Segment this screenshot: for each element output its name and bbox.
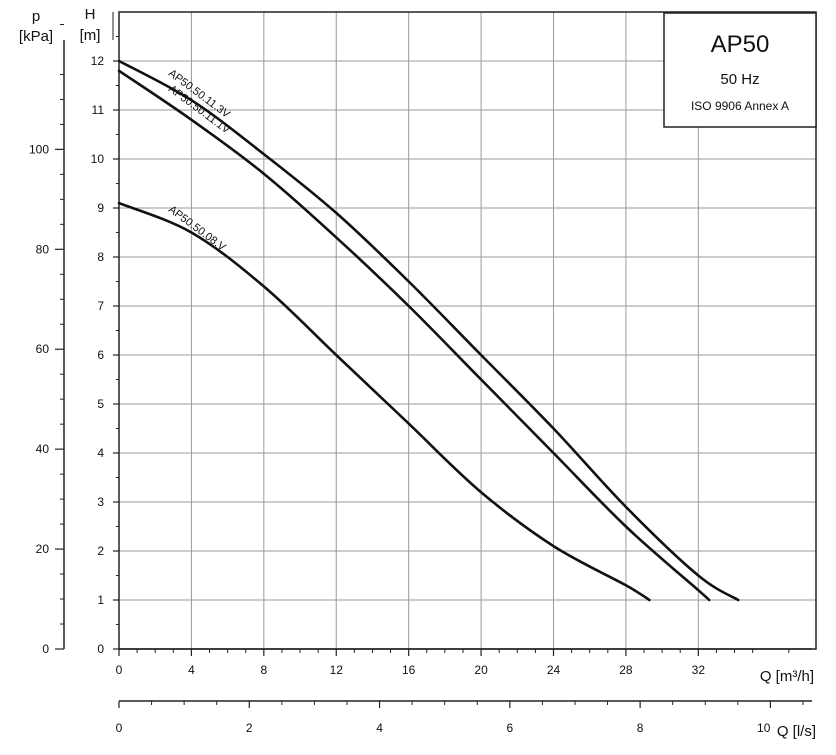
q-m3h-tick-label: 0 (116, 663, 123, 677)
h-tick-label: 0 (97, 642, 104, 656)
p-tick-label: 100 (29, 142, 49, 156)
h-tick-label: 5 (97, 397, 104, 411)
title-box: AP50 50 Hz ISO 9906 Annex A (663, 12, 817, 128)
p-tick-label: 0 (42, 642, 49, 656)
curve-AP50.50.11.1V (117, 69, 711, 602)
p-tick-label: 80 (36, 242, 50, 256)
q-m3h-tick-label: 8 (260, 663, 267, 677)
h-tick-label: 12 (91, 54, 105, 68)
curve-AP50.50.11.3V (117, 59, 740, 602)
q-ls-tick-label: 4 (376, 721, 383, 735)
h-tick-label: 4 (97, 446, 104, 460)
h-axis-label: H (85, 6, 96, 23)
p-tick-label: 60 (36, 342, 50, 356)
q-m3h-tick-label: 4 (188, 663, 195, 677)
q-ls-tick-label: 10 (757, 721, 771, 735)
chart-standard: ISO 9906 Annex A (691, 99, 789, 113)
q-m3h-tick-label: 32 (692, 663, 706, 677)
curve-AP50.50.08.V (117, 201, 651, 602)
p-axis-unit: [kPa] (19, 28, 53, 45)
chart-subtitle: 50 Hz (720, 71, 759, 88)
h-tick-label: 1 (97, 593, 104, 607)
q-ls-axis-label: Q [l/s] (777, 723, 816, 740)
h-tick-label: 10 (91, 152, 105, 166)
q-ls-tick-label: 6 (506, 721, 513, 735)
chart-title: AP50 (711, 31, 770, 58)
p-axis-label: p (32, 8, 40, 25)
h-tick-label: 8 (97, 250, 104, 264)
h-tick-label: 7 (97, 299, 104, 313)
p-tick-label: 40 (36, 442, 50, 456)
q-m3h-tick-label: 16 (402, 663, 416, 677)
h-tick-label: 3 (97, 495, 104, 509)
q-m3h-tick-label: 28 (619, 663, 633, 677)
q-ls-tick-label: 2 (246, 721, 253, 735)
h-tick-label: 9 (97, 201, 104, 215)
q-m3h-tick-label: 20 (474, 663, 488, 677)
title-box-frame (663, 12, 817, 128)
h-axis-unit: [m] (80, 27, 101, 44)
q-ls-tick-label: 0 (116, 721, 123, 735)
curve-label: AP50.50.08.V (166, 203, 228, 254)
q-m3h-tick-label: 24 (547, 663, 561, 677)
h-tick-label: 11 (92, 103, 105, 117)
q-m3h-tick-label: 12 (330, 663, 344, 677)
q-ls-tick-label: 8 (637, 721, 644, 735)
p-tick-label: 20 (36, 542, 50, 556)
q-m3h-axis-label: Q [m³/h] (760, 668, 814, 685)
h-tick-label: 6 (97, 348, 104, 362)
h-tick-label: 2 (97, 544, 104, 558)
